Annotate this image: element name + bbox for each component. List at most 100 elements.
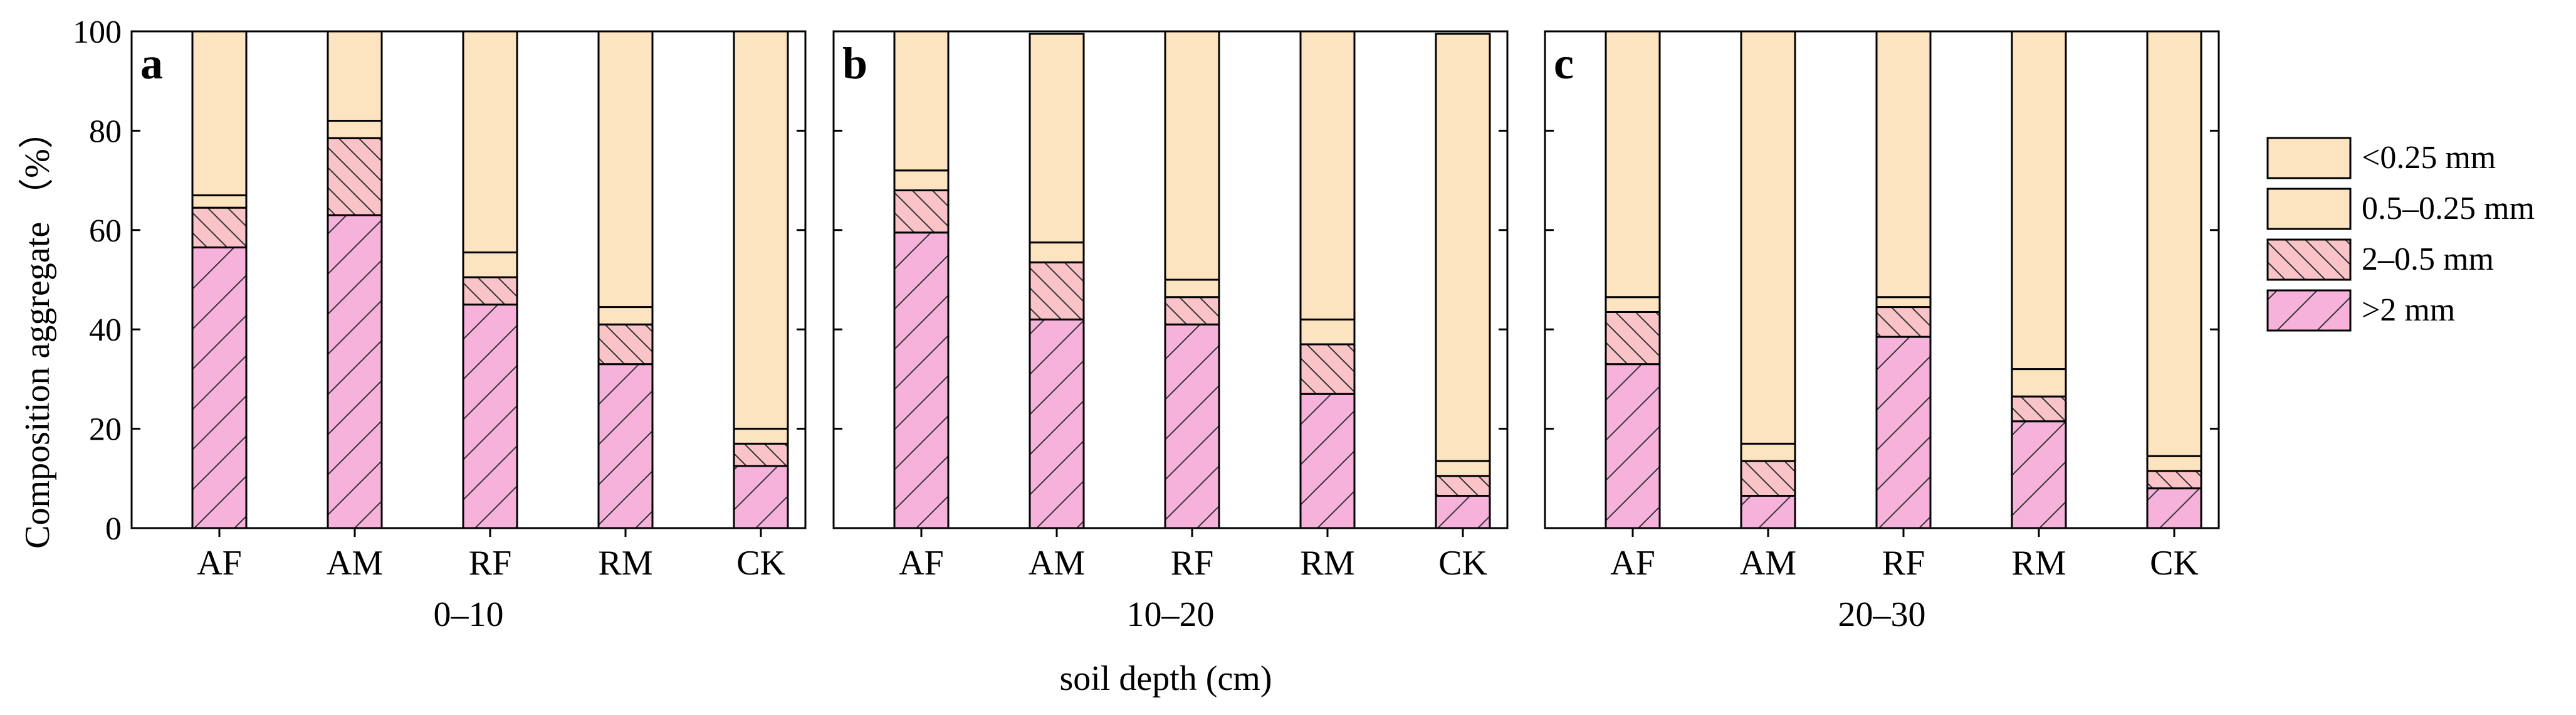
bar-segment-lt-0-25-mm bbox=[1605, 30, 1661, 299]
bar-segment-gt-2-mm-hatch bbox=[1606, 364, 1660, 528]
bar-segment-gt-2-mm-hatch bbox=[1877, 337, 1930, 528]
legend-label: 2–0.5 mm bbox=[2362, 241, 2494, 277]
bar-segment-lt-0-25-mm-fill bbox=[328, 31, 382, 121]
bar-segment-0-5-0-25-mm bbox=[2146, 455, 2202, 472]
bar-segment-2-0-5-mm-hatch bbox=[463, 277, 517, 305]
bar-segment-0-5-0-25-mm-fill bbox=[1606, 297, 1660, 312]
bar-segment-0-5-0-25-mm bbox=[733, 428, 789, 445]
legend-label: >2 mm bbox=[2362, 292, 2455, 328]
bar-segment-lt-0-25-mm bbox=[1164, 30, 1220, 281]
panel-letter: a bbox=[140, 38, 163, 88]
bar-segment-lt-0-25-mm-fill bbox=[1165, 31, 1219, 280]
bar-segment-gt-2-mm bbox=[2011, 420, 2067, 529]
bar-segment-lt-0-25-mm-fill bbox=[1741, 31, 1795, 444]
bar-segment-2-0-5-mm bbox=[462, 276, 518, 306]
bar-segment-lt-0-25-mm bbox=[1875, 30, 1932, 299]
bar-segment-lt-0-25-mm-fill bbox=[1030, 33, 1084, 243]
bar-segment-0-5-0-25-mm bbox=[1605, 296, 1661, 313]
category-label: RF bbox=[469, 544, 512, 583]
bar-segment-lt-0-25-mm bbox=[597, 30, 654, 309]
bar-segment-2-0-5-mm-hatch bbox=[599, 324, 652, 364]
category-label: AF bbox=[197, 544, 242, 583]
bar-segment-lt-0-25-mm-outline bbox=[1029, 33, 1085, 244]
y-tick-label: 20 bbox=[89, 412, 122, 448]
bar-segment-0-5-0-25-mm-fill bbox=[463, 252, 517, 278]
bar-segment-gt-2-mm bbox=[327, 214, 383, 529]
bar-segment-2-0-5-mm-hatch bbox=[1741, 461, 1795, 496]
bar-segment-lt-0-25-mm bbox=[2011, 30, 2067, 371]
bar-segment-lt-0-25-mm-fill bbox=[599, 31, 652, 307]
legend-swatch-outline bbox=[2266, 188, 2352, 230]
bar-segment-lt-0-25-mm bbox=[1029, 33, 1085, 244]
category-label: AM bbox=[1740, 544, 1796, 583]
bar-c-af bbox=[1605, 30, 1661, 529]
bar-segment-lt-0-25-mm-fill bbox=[2147, 31, 2201, 457]
bar-segment-gt-2-mm bbox=[893, 231, 950, 529]
category-label: CK bbox=[736, 544, 785, 583]
legend: <0.25 mm 0.5–0.25 mm 2–0.5 mm >2 mm bbox=[2266, 137, 2535, 332]
y-tick-label: 100 bbox=[73, 14, 122, 50]
bar-segment-0-5-0-25-mm bbox=[1164, 278, 1220, 299]
bar-segment-lt-0-25-mm-fill bbox=[463, 31, 517, 253]
bar-segment-lt-0-25-mm bbox=[1299, 30, 1356, 320]
bar-segment-0-5-0-25-mm-fill bbox=[1030, 242, 1084, 263]
panel-letter: b bbox=[842, 38, 867, 88]
panel-a: 0 20 40 60 80 100 AF AM RF RM CK a 0–10 bbox=[73, 14, 807, 634]
bar-segment-0-5-0-25-mm bbox=[2011, 368, 2067, 398]
legend-label: 0.5–0.25 mm bbox=[2362, 191, 2535, 226]
category-label: CK bbox=[1438, 544, 1487, 583]
bar-segment-0-5-0-25-mm bbox=[327, 120, 383, 139]
bar-segment-gt-2-mm-hatch bbox=[192, 247, 246, 528]
bar-segment-lt-0-25-mm-fill bbox=[894, 31, 948, 171]
legend-entry-2-0-5-mm: 2–0.5 mm bbox=[2266, 238, 2494, 281]
depth-label: 20–30 bbox=[1838, 595, 1926, 634]
bar-segment-2-0-5-mm-hatch bbox=[328, 138, 382, 216]
bar-segment-0-5-0-25-mm-fill bbox=[599, 307, 652, 325]
bar-segment-0-5-0-25-mm bbox=[893, 169, 950, 191]
bar-segment-2-0-5-mm bbox=[191, 206, 248, 249]
bar-segment-lt-0-25-mm-fill bbox=[1877, 31, 1930, 297]
bar-b-af bbox=[893, 30, 950, 529]
bar-segment-gt-2-mm-hatch bbox=[1741, 495, 1795, 528]
bar-a-ck bbox=[733, 30, 789, 529]
chart-panels: 0 20 40 60 80 100 AF AM RF RM CK a 0–10 AF AM RF RM CK b 10… bbox=[73, 14, 2220, 634]
panel-frame bbox=[832, 30, 1509, 529]
bar-segment-lt-0-25-mm-fill bbox=[734, 31, 788, 429]
bar-segment-lt-0-25-mm bbox=[327, 30, 383, 122]
bar-segment-0-5-0-25-mm-fill bbox=[2147, 456, 2201, 471]
bar-segment-2-0-5-mm-hatch bbox=[1436, 475, 1490, 496]
bar-segment-gt-2-mm bbox=[191, 246, 248, 529]
bar-segment-0-5-0-25-mm-fill bbox=[1741, 443, 1795, 462]
bar-segment-2-0-5-mm bbox=[1299, 343, 1356, 395]
category-label: AM bbox=[327, 544, 383, 583]
bar-segment-lt-0-25-mm bbox=[1740, 30, 1796, 445]
panel-frame bbox=[130, 30, 807, 529]
legend-swatch bbox=[2266, 289, 2352, 332]
legend-swatch bbox=[2266, 137, 2352, 179]
legend-entry-gt-2-mm: >2 mm bbox=[2266, 289, 2455, 332]
bar-segment-lt-0-25-mm bbox=[2146, 30, 2202, 457]
bar-segment-lt-0-25-mm-fill bbox=[1606, 31, 1660, 297]
bar-segment-2-0-5-mm-hatch bbox=[894, 190, 948, 233]
legend-swatch bbox=[2266, 188, 2352, 230]
bar-segment-gt-2-mm bbox=[1029, 318, 1085, 529]
bar-segment-gt-2-mm-hatch bbox=[599, 364, 652, 528]
legend-entry-lt-0-25-mm: <0.25 mm bbox=[2266, 137, 2496, 179]
bar-segment-gt-2-mm bbox=[597, 363, 654, 529]
bar-a-af bbox=[191, 30, 248, 529]
bar-segment-gt-2-mm-hatch bbox=[1165, 324, 1219, 528]
bar-segment-2-0-5-mm bbox=[2011, 395, 2067, 423]
bar-segment-0-5-0-25-mm bbox=[597, 306, 654, 326]
bar-b-ck bbox=[1435, 33, 1491, 529]
bar-segment-0-5-0-25-mm bbox=[1875, 296, 1932, 309]
bar-segment-gt-2-mm bbox=[1435, 495, 1491, 529]
bar-segment-0-5-0-25-mm bbox=[191, 194, 248, 209]
bar-segment-0-5-0-25-mm-fill bbox=[1301, 319, 1354, 344]
bar-segment-0-5-0-25-mm-fill bbox=[1165, 280, 1219, 297]
legend-swatch-fill bbox=[2268, 138, 2350, 178]
bar-segment-2-0-5-mm bbox=[1435, 475, 1491, 497]
bar-segment-2-0-5-mm bbox=[733, 442, 789, 467]
legend-swatch-outline bbox=[2266, 137, 2352, 179]
bar-segment-gt-2-mm bbox=[1875, 336, 1932, 529]
